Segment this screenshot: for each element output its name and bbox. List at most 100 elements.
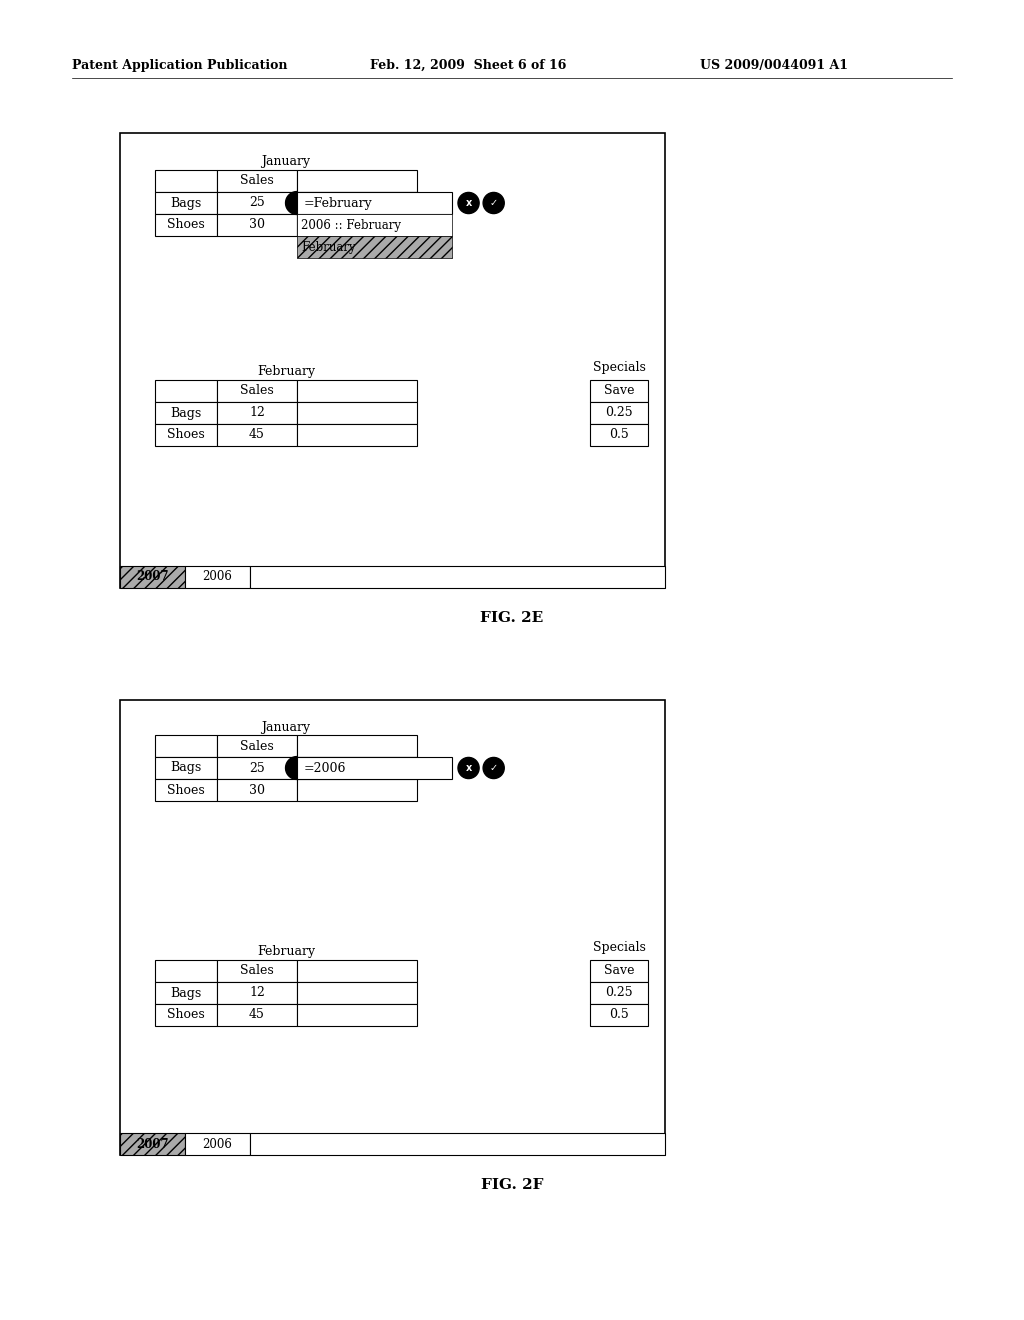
Text: ✓: ✓ [489,763,498,774]
Bar [297,424,417,446]
Text: January: January [261,721,310,734]
Bar [297,170,417,191]
Text: 25: 25 [249,762,265,775]
Bar [155,214,217,236]
Text: Sales: Sales [240,965,273,978]
Text: 30: 30 [249,219,265,231]
Bar [155,1005,217,1026]
Bar [155,960,217,982]
Bar [120,700,665,1155]
Circle shape [483,758,504,779]
Text: February: February [301,240,355,253]
Bar [590,424,648,446]
Text: FIG. 2E: FIG. 2E [480,611,544,624]
Text: Bags: Bags [170,986,202,999]
Bar [250,566,665,587]
Bar [217,779,297,801]
Text: Bags: Bags [170,197,202,210]
Bar [217,191,297,214]
Text: Bags: Bags [170,762,202,775]
Bar [297,756,452,779]
Text: US 2009/0044091 A1: US 2009/0044091 A1 [700,58,848,71]
Bar [297,756,417,779]
Bar [297,380,417,403]
Text: 25: 25 [249,197,265,210]
Bar [590,960,648,982]
Text: February: February [257,945,315,958]
Text: 0.25: 0.25 [605,986,633,999]
Bar [297,735,417,756]
Bar [217,756,297,779]
Bar [217,982,297,1005]
Text: January: January [261,156,310,169]
Polygon shape [286,756,297,779]
Bar [185,566,250,587]
Bar [120,1133,185,1155]
Bar [185,1133,250,1155]
Bar [155,779,217,801]
Bar [217,214,297,236]
Text: 0.25: 0.25 [605,407,633,420]
Circle shape [483,193,504,214]
Text: Shoes: Shoes [167,1008,205,1022]
Text: Shoes: Shoes [167,429,205,441]
Bar [590,380,648,403]
Bar [297,236,452,257]
Bar [297,214,452,236]
Bar [297,191,417,214]
Bar [155,170,217,191]
Text: 12: 12 [249,407,265,420]
Text: 12: 12 [249,986,265,999]
Bar [217,960,297,982]
Bar [155,424,217,446]
Bar [217,380,297,403]
Bar [155,191,217,214]
Bar [217,403,297,424]
Bar [217,1005,297,1026]
Text: 2007: 2007 [136,570,169,583]
Text: February: February [257,366,315,379]
Text: 30: 30 [249,784,265,796]
Text: 45: 45 [249,429,265,441]
Text: Shoes: Shoes [167,219,205,231]
Text: Sales: Sales [240,739,273,752]
Text: Save: Save [604,384,634,397]
Text: Specials: Specials [593,362,645,375]
Text: Save: Save [604,965,634,978]
Circle shape [458,758,479,779]
Text: Sales: Sales [240,384,273,397]
Bar [590,1005,648,1026]
Bar [297,779,417,801]
Bar [250,1133,665,1155]
Text: 45: 45 [249,1008,265,1022]
Text: 0.5: 0.5 [609,1008,629,1022]
Bar [297,1005,417,1026]
Bar [297,191,452,214]
Bar [217,170,297,191]
Text: Bags: Bags [170,407,202,420]
Bar [297,214,417,236]
Bar [297,982,417,1005]
Bar [217,424,297,446]
Text: x: x [466,198,472,209]
Polygon shape [286,191,297,214]
Bar [297,403,417,424]
Bar [155,380,217,403]
Bar [155,403,217,424]
Bar [155,982,217,1005]
Bar [590,403,648,424]
Text: 2006 :: February: 2006 :: February [301,219,401,231]
Text: x: x [466,763,472,774]
Bar [217,735,297,756]
Text: Sales: Sales [240,174,273,187]
Text: 2006: 2006 [203,1138,232,1151]
Text: =2006: =2006 [303,762,346,775]
Text: ✓: ✓ [489,198,498,209]
Text: Feb. 12, 2009  Sheet 6 of 16: Feb. 12, 2009 Sheet 6 of 16 [370,58,566,71]
Text: FIG. 2F: FIG. 2F [480,1177,544,1192]
Bar [120,133,665,587]
Bar [120,566,185,587]
Text: Patent Application Publication: Patent Application Publication [72,58,288,71]
Bar [155,735,217,756]
Bar [297,960,417,982]
